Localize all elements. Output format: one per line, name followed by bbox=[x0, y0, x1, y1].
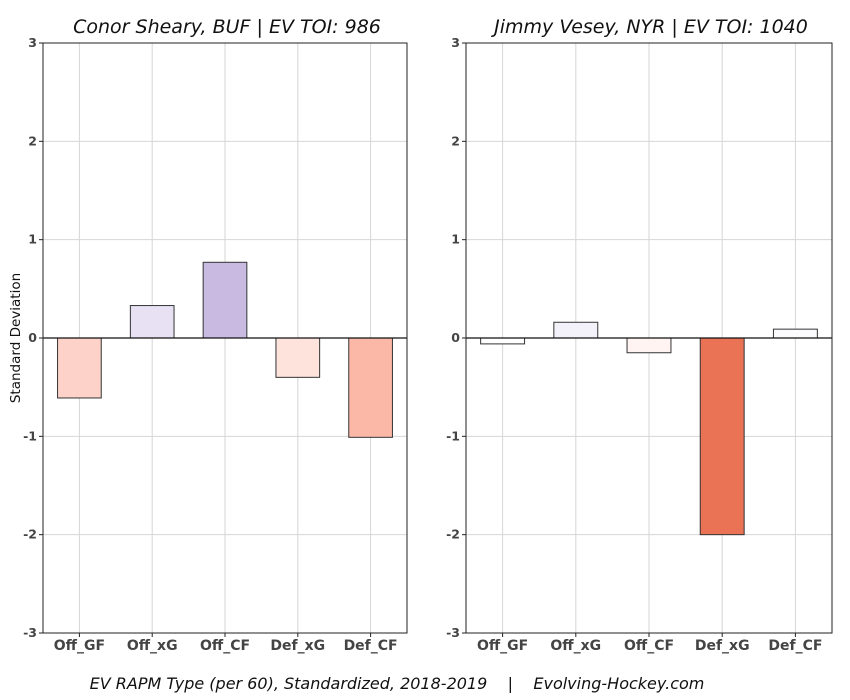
bar-off-xg bbox=[129, 305, 175, 339]
x-tick-label: Def_xG bbox=[270, 638, 325, 654]
chart-panel-2: Jimmy Vesey, NYR | EV TOI: 1040 3 2 1 0 -1 -2 -… bbox=[446, 16, 833, 654]
y-tick-label: 0 bbox=[28, 330, 37, 345]
chart-panel-1: Conor Sheary, BUF | EV TOI: 986 3 2 1 0 -1 -2 -… bbox=[23, 16, 408, 654]
y-axis-label: Standard Deviation bbox=[8, 273, 24, 403]
bar-def-xg bbox=[699, 337, 745, 536]
chart-panels: Conor Sheary, BUF | EV TOI: 986 3 2 1 0 -1 -2 -… bbox=[23, 16, 833, 654]
y-tick-label: -3 bbox=[446, 625, 460, 640]
x-tick-label: Off_GF bbox=[54, 638, 105, 654]
bar-off-gf bbox=[57, 337, 102, 399]
x-tick-label: Def_CF bbox=[768, 638, 822, 654]
y-tick-label: -2 bbox=[23, 527, 37, 542]
bar-off-gf bbox=[480, 337, 526, 345]
y-tick-label: 3 bbox=[451, 35, 460, 50]
x-tick-label: Off_GF bbox=[477, 638, 528, 654]
plot-frame bbox=[42, 42, 408, 634]
x-tick-label: Off_xG bbox=[127, 638, 178, 654]
y-tick-label: -1 bbox=[446, 428, 460, 443]
y-tick-label: 1 bbox=[451, 232, 460, 247]
plot-frame bbox=[465, 42, 833, 634]
bar-def-cf bbox=[348, 337, 393, 438]
x-tick-label: Off_xG bbox=[550, 638, 601, 654]
y-tick-label: 2 bbox=[28, 133, 37, 148]
bar-def-cf bbox=[772, 328, 818, 339]
y-tick-label: -2 bbox=[446, 527, 460, 542]
y-tick-label: -1 bbox=[23, 428, 37, 443]
bar-off-cf bbox=[626, 337, 672, 354]
bar-off-xg bbox=[553, 321, 599, 339]
bar-off-cf bbox=[202, 261, 248, 339]
panel-title: Jimmy Vesey, NYR | EV TOI: 1040 bbox=[490, 16, 808, 38]
y-tick-label: 1 bbox=[28, 232, 37, 247]
x-tick-label: Def_xG bbox=[695, 638, 750, 654]
y-tick-label: -3 bbox=[23, 625, 37, 640]
x-tick-label: Def_CF bbox=[344, 638, 398, 654]
panel-title: Conor Sheary, BUF | EV TOI: 986 bbox=[73, 16, 381, 38]
chart-caption: EV RAPM Type (per 60), Standardized, 201… bbox=[90, 674, 705, 693]
x-tick-label: Off_CF bbox=[200, 638, 250, 654]
y-tick-label: 0 bbox=[451, 330, 460, 345]
y-tick-label: 2 bbox=[451, 133, 460, 148]
y-tick-label: 3 bbox=[28, 35, 37, 50]
x-tick-label: Off_CF bbox=[624, 638, 674, 654]
bar-def-xg bbox=[275, 337, 321, 378]
